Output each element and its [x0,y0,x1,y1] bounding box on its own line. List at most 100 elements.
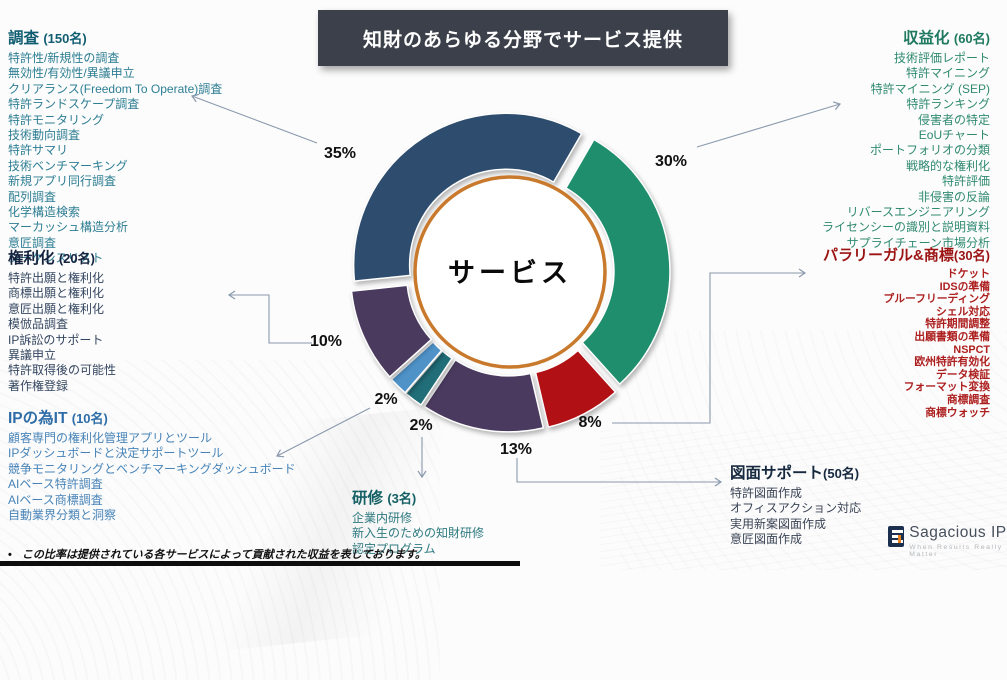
list-item: 異議申立 [8,348,57,363]
section-headcount: (60名) [953,31,990,46]
list-item: 特許ランドスケープ調査 [8,97,140,112]
list-item: 特許取得後の可能性 [8,363,117,378]
section-title: 権利化 [8,250,55,267]
list-item: 実用新案図面作成 [730,516,827,531]
section-ip-it-header: IPの為IT (10名) [8,406,296,428]
pie-segment-training [404,349,454,407]
section-title: 図面サポート [730,465,824,482]
list-item: 認定プログラム [352,541,436,556]
footnote-text: この比率は提供されている各サービスによって貢献された収益を表しております。 [21,549,426,561]
list-item: 特許性/新規性の調査 [8,51,120,65]
percent-label-training: 2% [409,417,433,434]
section-training-list: 企業内研修 新入生のための知財研修 認定プログラム [352,511,484,557]
pie-segment-paralegal [534,349,617,428]
list-item: 化学構造検索 [8,205,81,220]
list-item: 競争モニタリングとベンチマーキングダッシュボード [8,461,296,476]
pie-segment-ip-it [390,340,443,394]
list-item: 欧州特許有効化 [914,356,990,369]
list-item: 特許マイニング [905,66,990,81]
list-item: EoUチャート [918,128,990,143]
section-drawings-list: 特許図面作成 オフィスアクション対応 実用新案図面作成 意匠図面作成 [730,486,861,548]
list-item: データ検証 [936,368,990,381]
section-headcount: (50名) [823,466,860,481]
list-item: 新入生のための知財研修 [352,526,485,541]
section-rights-list: 特許出願と権利化 商標出願と権利化 意匠出願と権利化 模倣品調査 IP訴訟のサポート 異議… [8,271,116,394]
section-title: パラリーガル&商標 [823,247,954,264]
list-item: 特許図面作成 [730,486,803,500]
section-monetization-list: 技術評価レポート 特許マイニング 特許マイニング (SEP) 特許ランキング 侵害者の特… [822,51,990,251]
list-item: 出願書類の準備 [914,330,990,343]
list-item: NSPCT [953,343,990,356]
list-item: 戦略的な権利化 [905,158,990,173]
list-item: ライセンシーの識別と説明資料 [821,220,990,235]
section-paralegal-list: ドケット IDSの準備 プルーフリーディング シェル対応 特許期間調整 出願書類の準備 NS… [823,268,990,419]
percent-label-ip-it: 2% [374,391,398,408]
list-item: AIベース特許調査 [8,477,103,492]
list-item: 著作権登録 [8,378,69,393]
list-item: IPダッシュボードと決定サポートツール [8,446,224,461]
pie-segment-drawings [423,358,545,433]
section-monetization: 収益化 (60名) 技術評価レポート 特許マイニング 特許マイニング (SEP) 特許… [822,26,990,251]
sagacious-ip-logo: Sagacious IP When Results Really Matter [888,524,1007,558]
list-item: 技術評価レポート [893,51,990,65]
section-training-header: 研修 (3名) [352,486,484,508]
list-item: 商標調査 [946,393,990,406]
list-item: 企業内研修 [352,511,413,525]
section-title: 調査 [8,30,40,47]
section-monetization-header: 収益化 (60名) [822,26,990,48]
section-rights-header: 権利化 (20名) [8,246,116,268]
list-item: IDSの準備 [939,280,990,293]
section-ip-it-list: 顧客専門の権利化管理アプリとツール IPダッシュボードと決定サポートツール 競争モニ… [8,431,296,523]
section-title: 研修 [352,490,384,507]
list-item: サプライチェーン市場分析 [846,235,990,250]
list-item: 特許サマリ [8,143,69,158]
sagacious-logo-icon [888,526,905,547]
section-title: 収益化 [903,30,950,47]
connector-monetization [696,101,842,148]
section-research-header: 調査 (150名) [8,26,222,48]
section-title: IPの為IT [8,410,68,427]
bottom-bar [0,561,520,566]
list-item: 無効性/有効性/異議申立 [8,66,135,81]
list-item: リバースエンジニアリング [846,205,990,220]
logo-name: Sagacious IP [909,524,1007,541]
section-drawings-header: 図面サポート(50名) [730,461,861,483]
list-item: ポートフォリオの分類 [869,143,990,158]
list-item: クリアランス(Freedom To Operate)調査 [8,81,223,96]
list-item: マーカッシュ構造分析 [8,220,129,235]
percent-label-monetization: 30% [654,153,688,170]
chart-center-label: サービス [448,257,572,288]
list-item: 特許マイニング (SEP) [870,81,990,96]
list-item: 配列調査 [8,189,57,204]
list-item: 自動業界分類と洞察 [8,508,117,523]
list-item: 意匠図面作成 [730,532,803,547]
list-item: フォーマット変換 [903,381,990,394]
footnote-bullet: • [8,549,12,561]
list-item: 新規アプリ同行調査 [8,174,117,189]
percent-label-rights: 10% [309,333,343,350]
connector-paralegal [612,268,807,424]
section-headcount: (10名) [71,411,108,426]
pie-segment-rights [350,284,433,379]
list-item: 模倣品調査 [8,317,69,332]
list-item: 商標ウォッチ [925,406,990,419]
list-item: 特許期間調整 [925,318,990,331]
list-item: 特許ランキング [906,97,990,112]
list-item: AIベース商標調査 [8,492,103,507]
list-item: 侵害者の特定 [917,112,990,127]
section-ip-it: IPの為IT (10名) 顧客専門の権利化管理アプリとツール IPダッシュボードと… [8,406,296,523]
list-item: 特許出願と権利化 [8,271,105,285]
section-paralegal: パラリーガル&商標(30名) ドケット IDSの準備 プルーフリーディング シェル対応… [823,244,990,419]
section-headcount: (3名) [387,491,417,506]
list-item: ドケット [946,268,990,280]
list-item: プルーフリーディング [883,293,990,306]
list-item: 顧客専門の権利化管理アプリとツール [8,431,213,445]
footnote: • この比率は提供されている各サービスによって貢献された収益を表しております。 [8,546,426,562]
list-item: 特許モニタリング [8,112,105,127]
banner-title: 知財のあらゆる分野でサービス提供 [318,10,728,66]
section-research: 調査 (150名) 特許性/新規性の調査 無効性/有効性/異議申立 クリアランス(F… [8,26,222,267]
section-paralegal-header: パラリーガル&商標(30名) [823,244,990,265]
pie-segment-monetization [564,138,671,386]
section-drawings: 図面サポート(50名) 特許図面作成 オフィスアクション対応 実用新案図面作成 意匠図… [730,461,861,548]
list-item: 特許評価 [941,174,990,189]
